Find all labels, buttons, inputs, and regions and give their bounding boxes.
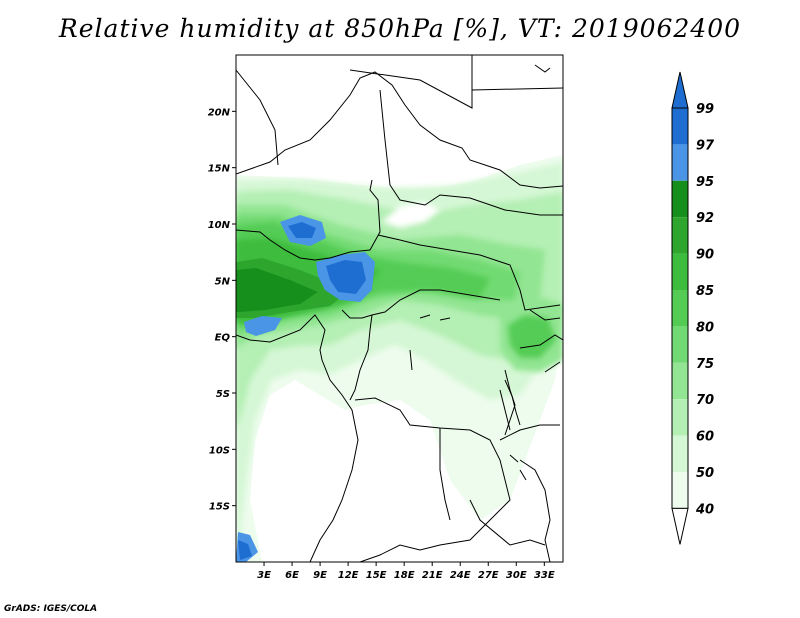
lon-tick-label: 30E <box>506 570 527 581</box>
colorbar-level-label: 92 <box>696 211 714 226</box>
lon-tick-label: 9E <box>313 570 327 581</box>
colorbar-level-label: 60 <box>696 430 714 445</box>
map-frame <box>235 54 564 563</box>
lon-tick-label: 3E <box>257 570 271 581</box>
grads-credit: GrADS: IGES/COLA <box>4 604 98 614</box>
lat-tick-label: 10N <box>208 220 231 231</box>
colorbar-segment <box>672 435 688 472</box>
lat-tick-label: 10S <box>209 445 230 456</box>
lat-tick-label: 20N <box>208 107 231 118</box>
lon-tick-label: 18E <box>394 570 415 581</box>
colorbar-level-label: 70 <box>696 393 714 408</box>
lat-tick-label: 15S <box>209 502 230 513</box>
colorbar-level-label: 75 <box>696 357 714 372</box>
lon-tick-label: 33E <box>534 570 555 581</box>
colorbar-segment <box>672 326 688 363</box>
lon-tick-label: 27E <box>478 570 499 581</box>
colorbar-level-label: 40 <box>695 502 714 517</box>
colorbar-segment <box>672 472 688 509</box>
colorbar-level-label: 85 <box>696 284 714 299</box>
colorbar-level-label: 99 <box>696 102 714 117</box>
colorbar-level-label: 97 <box>696 138 715 153</box>
colorbar-level-label: 90 <box>696 248 714 263</box>
colorbar-segment <box>672 144 688 181</box>
lon-tick-label: 12E <box>338 570 359 581</box>
colorbar-segment <box>672 290 688 327</box>
colorbar-level-label: 80 <box>696 320 714 335</box>
lon-tick-label: 6E <box>285 570 299 581</box>
colorbar-segment <box>672 217 688 254</box>
lat-tick-label: 5N <box>215 276 231 287</box>
country-borders <box>236 55 563 562</box>
colorbar-top-cap <box>671 71 689 109</box>
colorbar-segment <box>672 108 688 145</box>
colorbar-segment <box>672 253 688 290</box>
colorbar-segment <box>672 399 688 436</box>
colorbar-segment <box>672 362 688 400</box>
lon-tick-label: 24E <box>450 570 471 581</box>
lat-tick-label: 15N <box>208 164 231 175</box>
colorbar: 99 97 95 92 90 85 80 75 70 60 50 40 <box>671 71 715 545</box>
colorbar-bottom-cap <box>671 507 689 545</box>
lon-tick-label: 15E <box>366 570 387 581</box>
humidity-field <box>236 155 563 562</box>
colorbar-segment <box>672 180 688 218</box>
lat-tick-label: 5S <box>216 389 230 400</box>
lat-tick-label: EQ <box>215 333 231 344</box>
map-title: Relative humidity at 850hPa [%], VT: 201… <box>58 14 742 43</box>
latitude-axis: 20N 15N 10N 5N EQ 5S 10S 15S <box>208 107 236 513</box>
lon-tick-label: 21E <box>422 570 443 581</box>
longitude-axis: 3E 6E 9E 12E 15E 18E 21E 24E 27E 30E 33E <box>257 562 555 581</box>
colorbar-level-label: 95 <box>696 175 714 190</box>
colorbar-level-label: 50 <box>696 466 714 481</box>
